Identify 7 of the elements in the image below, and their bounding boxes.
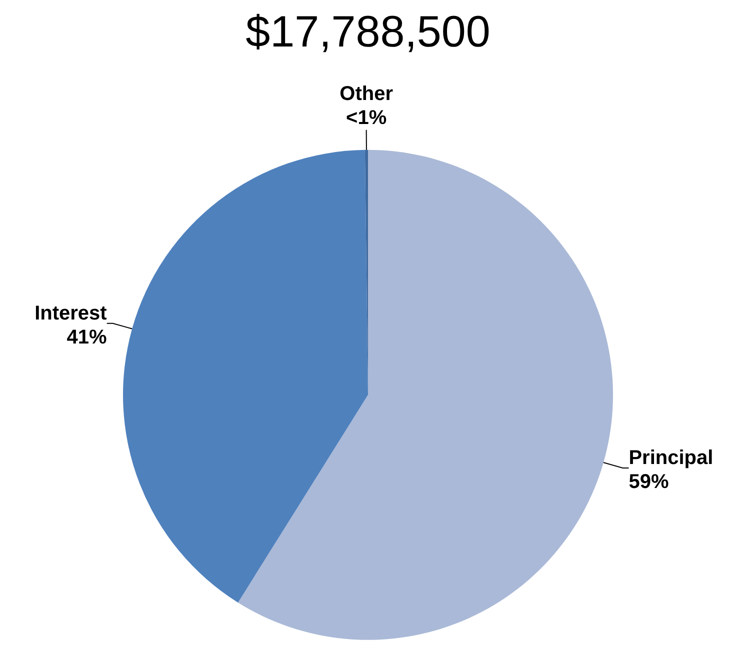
slice-label: Interest [34,302,108,324]
data-label: 59% [628,471,669,494]
data-label: 41% [66,326,108,348]
chart-title: $17,788,500 [246,8,490,57]
slice-label: Principal [628,447,714,470]
data-label: <1% [346,106,387,129]
slice-label: Other [340,82,394,105]
